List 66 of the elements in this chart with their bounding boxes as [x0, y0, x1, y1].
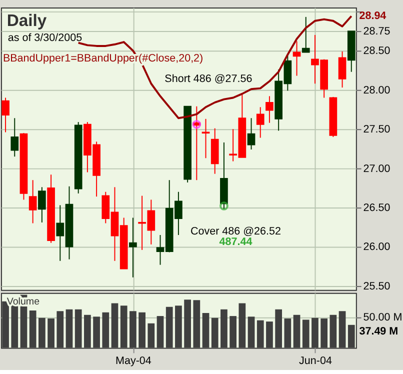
bar — [348, 324, 355, 348]
candlestick — [338, 50, 346, 88]
y-tick-label: 27.00 — [363, 162, 390, 175]
candlestick — [38, 186, 46, 223]
bar — [338, 311, 346, 348]
bar — [74, 309, 82, 348]
bar — [56, 311, 64, 348]
x-tick-label: Jun-04 — [299, 354, 332, 367]
bar — [248, 316, 255, 348]
bar — [230, 316, 236, 348]
data-label: 28.94 — [359, 10, 386, 22]
y-tick-label: 28.00 — [363, 84, 390, 96]
bar — [238, 303, 246, 348]
bar — [2, 301, 9, 348]
y-tick-label: 27.50 — [363, 124, 390, 136]
bar — [175, 306, 182, 348]
y-tick-label: 25.50 — [363, 280, 390, 292]
chart-title: Daily — [6, 11, 48, 30]
bar — [312, 318, 318, 348]
bar — [284, 318, 292, 348]
data-label: 37.49 M — [359, 326, 398, 338]
y-tick-label: 26.00 — [363, 241, 390, 254]
bar — [202, 312, 210, 348]
bar — [193, 300, 200, 348]
bar — [48, 318, 54, 348]
candlestick — [2, 97, 10, 133]
candlestick — [129, 217, 137, 278]
bar — [220, 309, 228, 348]
y-tick-label: 28.75 — [363, 25, 390, 38]
bar — [184, 300, 191, 348]
annotation: 487.44 — [219, 236, 252, 248]
bar — [148, 323, 155, 348]
bar — [38, 318, 46, 348]
bar — [266, 322, 273, 348]
bar — [320, 318, 328, 348]
x-tick-label: May-04 — [115, 354, 152, 367]
bar — [156, 316, 164, 348]
bar — [293, 314, 300, 348]
bar — [84, 314, 91, 348]
bar — [138, 312, 146, 348]
bar — [93, 316, 100, 348]
text: as of 3/30/2005 — [8, 32, 82, 44]
bar — [29, 310, 36, 348]
bar — [330, 314, 337, 348]
y-tick-label: 26.50 — [363, 202, 390, 214]
y-tick-label: 50.00 M — [363, 312, 402, 324]
candlestick — [256, 106, 264, 138]
bar — [166, 306, 173, 348]
bar — [66, 309, 73, 348]
candlestick — [302, 16, 310, 53]
candlestick — [292, 40, 301, 76]
bar — [302, 320, 310, 348]
candlestick — [247, 118, 256, 150]
bar — [111, 303, 118, 348]
bar — [211, 318, 218, 348]
annotation: Cover 486 @26.52 — [190, 225, 282, 238]
bar — [275, 309, 282, 348]
bar — [120, 306, 128, 348]
candlestick — [10, 118, 19, 158]
bar — [256, 320, 264, 348]
bar — [102, 312, 110, 348]
annotation: Short 486 @27.56 — [164, 73, 252, 86]
candlestick — [266, 96, 274, 124]
bar — [130, 311, 136, 348]
candlestick — [28, 180, 37, 224]
y-tick-label: 28.50 — [363, 45, 390, 58]
